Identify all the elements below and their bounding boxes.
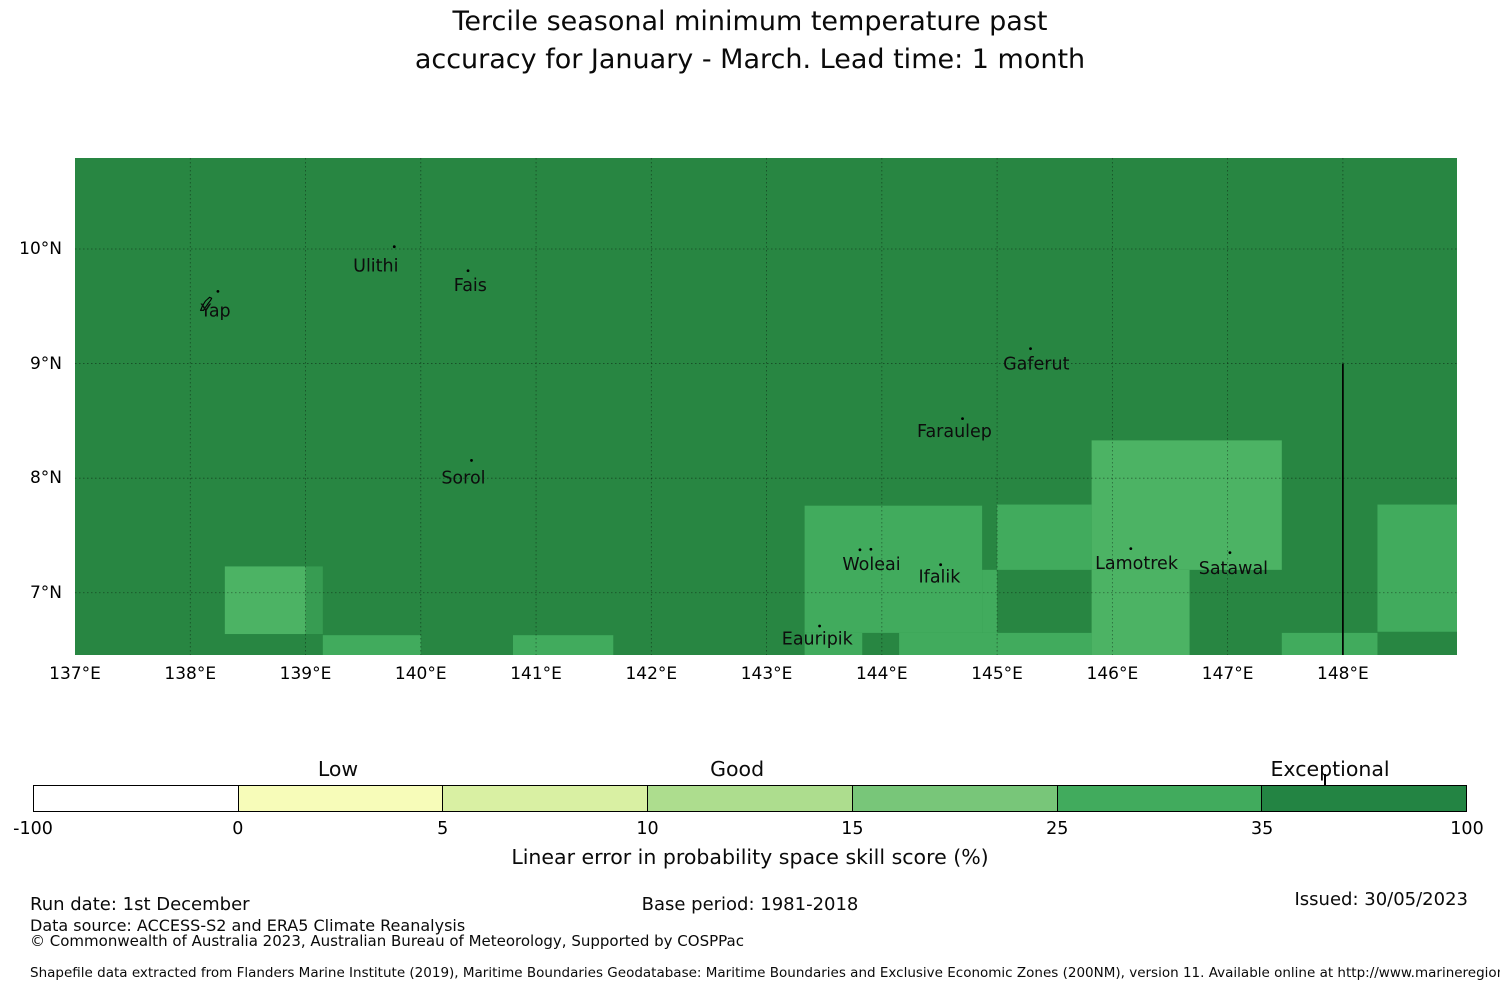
footer-run-date: Run date: 1st December [30,894,250,915]
colorbar-tier-exceptional: Exceptional [1270,757,1390,781]
footer-base-period: Base period: 1981-2018 [641,894,859,915]
skill-region-south-strip-141 [512,635,614,655]
x-tick-143°E: 143°E [740,664,793,684]
skill-region-south-strip-147 [1281,632,1378,655]
colorbar-tick-0: 0 [232,819,244,839]
skill-region-south-strip-145 [997,632,1092,655]
island-label-eauripik: Eauripik [782,630,854,650]
x-tick-140°E: 140°E [394,664,447,684]
x-tick-137°E: 137°E [49,664,101,684]
island-label-sorol: Sorol [441,469,485,489]
colorbar-tick-10: 10 [636,819,659,839]
skill-region-east-block-148 [1377,504,1457,632]
colorbar-tier-good: Good [710,757,765,781]
colorbar-segment--100to0 [34,786,238,811]
island-label-ifalik: Ifalik [919,568,962,588]
colorbar-segment-5to10 [442,786,648,811]
y-tick-7°N: 7°N [29,582,62,603]
y-tick-8°N: 8°N [29,468,62,489]
x-tick-141°E: 141°E [510,664,562,684]
footer-copyright: © Commonwealth of Australia 2023, Austra… [30,932,744,950]
colorbar-segment-10to15 [647,786,852,811]
y-tick-9°N: 9°N [29,353,62,374]
x-tick-144°E: 144°E [855,664,908,684]
x-tick-139°E: 139°E [279,664,332,684]
skill-region-yap-south-patch [224,566,306,635]
y-tick-10°N: 10°N [19,238,62,259]
skill-region-south-strip-143 [804,632,863,655]
colorbar-axis-label: Linear error in probability space skill … [511,845,989,869]
island-marker-ifalik [939,563,943,567]
island-marker-ulithi [392,245,396,249]
colorbar-segment-0to5 [237,786,443,811]
island-marker-eauripik [818,624,821,628]
island-label-ulithi: Ulithi [353,257,398,277]
footer-data-source: Data source: ACCESS-S2 and ERA5 Climate … [30,916,466,935]
x-tick-142°E: 142°E [625,664,678,684]
map-canvas: Yap Ulithi Fais Sorol Gaferut Faraulep Woleai I… [75,158,1457,655]
chart-title-line2: accuracy for January - March. Lead time:… [414,44,1086,75]
island-marker-woleai [869,547,873,551]
island-marker-woleai [858,548,862,552]
skill-region-south-strip-139 [322,635,421,655]
island-marker-faraulep [961,417,964,420]
x-tick-145°E: 145°E [971,664,1023,684]
island-marker-fais [466,269,470,273]
skill-region-yap-south-east-seam [305,566,323,635]
island-label-woleai: Woleai [842,555,900,575]
chart-title-line1: Tercile seasonal minimum temperature pas… [452,6,1048,37]
colorbar-tick-35: 35 [1251,819,1274,839]
colorbar [33,785,1467,812]
island-label-fais: Fais [454,276,487,296]
x-tick-138°E: 138°E [164,664,217,684]
footer-issued-date: Issued: 30/05/2023 [1294,889,1468,910]
colorbar-segment-15to25 [851,786,1057,811]
island-label-gaferut: Gaferut [1003,355,1069,375]
island-label-yap: Yap [200,301,231,321]
skill-region-lamotrek-satawal-block [1091,440,1282,570]
colorbar-segment-25to35 [1056,786,1262,811]
island-label-satawal: Satawal [1199,559,1268,579]
x-tick-148°E: 148°E [1317,664,1369,684]
island-marker-sorol [470,459,473,462]
island-marker-satawal [1228,551,1232,555]
colorbar-leader-line [1324,774,1327,785]
skill-region-woleai-ifalik-block [804,505,983,633]
colorbar-tick-5: 5 [437,819,449,839]
colorbar-tick-100: 100 [1450,819,1484,839]
island-marker-yap [216,289,220,293]
x-tick-147°E: 147°E [1201,664,1254,684]
colorbar-tier-low: Low [317,757,359,781]
colorbar-tick--100: -100 [13,819,53,839]
skill-region-south-strip-144 [899,632,998,655]
skill-region-ifalik-south-extension [982,569,998,633]
colorbar-tick-25: 25 [1046,819,1069,839]
colorbar-segment-35to100 [1261,786,1467,811]
island-marker-lamotrek [1129,547,1133,551]
skill-region-lamotrek-south-block [1091,569,1190,655]
skill-region-elato-block [997,504,1092,570]
footer-shapefile-note: Shapefile data extracted from Flanders M… [30,965,1500,981]
x-tick-146°E: 146°E [1086,664,1139,684]
island-shape-yap [199,296,213,311]
colorbar-tick-15: 15 [841,819,864,839]
island-marker-gaferut [1029,347,1032,351]
island-label-lamotrek: Lamotrek [1095,554,1179,574]
island-label-faraulep: Faraulep [917,422,992,442]
